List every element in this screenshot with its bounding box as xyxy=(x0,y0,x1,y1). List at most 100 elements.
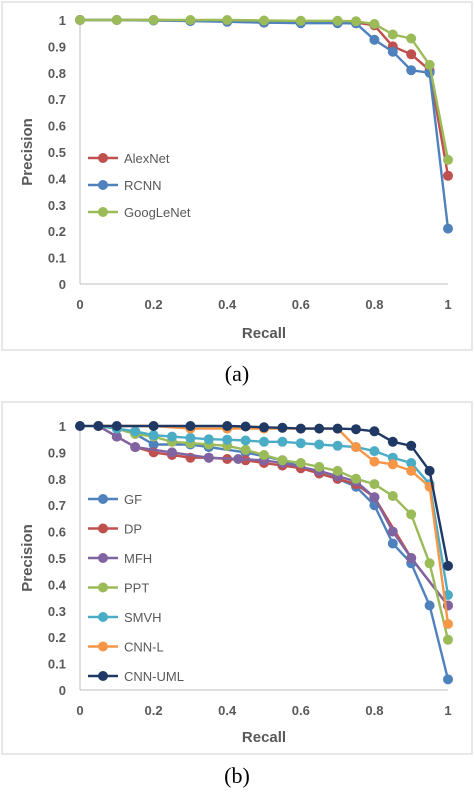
data-point-ppt xyxy=(443,634,453,645)
legend-swatch-marker xyxy=(98,671,108,681)
data-point-ppt xyxy=(406,509,417,520)
chart-b-x-axis-title: Recall xyxy=(242,729,286,746)
legend-label: PPT xyxy=(124,581,149,596)
chart-a-x-ticks: 0 0.2 0.4 0.6 0.8 1 xyxy=(76,297,451,312)
data-point-gf xyxy=(443,674,453,685)
caption-b: (b) xyxy=(224,763,250,788)
data-point-googlenet xyxy=(185,15,196,25)
chart-a-x-tick-label: 0.4 xyxy=(218,297,237,312)
data-point-googlenet xyxy=(332,15,343,26)
chart-a-y-tick-label: 0.4 xyxy=(48,171,67,186)
data-point-ppt xyxy=(424,558,435,569)
chart-b-y-tick-label: 0.5 xyxy=(48,551,66,566)
legend-item-alexnet: AlexNet xyxy=(88,151,170,166)
data-point-googlenet xyxy=(148,15,159,25)
legend-swatch-marker xyxy=(98,553,108,563)
legend-swatch-marker xyxy=(98,207,108,217)
data-point-mfh xyxy=(111,431,122,442)
chart-b-y-tick-label: 0.9 xyxy=(48,445,66,460)
chart-b-y-tick-label: 0.6 xyxy=(48,525,66,540)
chart-b-series xyxy=(75,421,453,685)
chart-a-y-axis-title: Precision xyxy=(19,118,36,186)
legend-swatch-marker xyxy=(98,180,108,190)
data-point-alexnet xyxy=(406,49,417,60)
data-point-rcnn xyxy=(369,34,380,45)
legend-swatch-marker xyxy=(98,582,108,593)
data-point-gf xyxy=(387,538,398,549)
data-point-cnn-l xyxy=(443,619,453,629)
chart-a-x-tick-label: 0.2 xyxy=(145,297,163,312)
data-point-alexnet xyxy=(443,170,453,181)
chart-b-y-tick-label: 0.1 xyxy=(48,657,66,672)
data-point-gf xyxy=(148,439,159,450)
data-point-smvh xyxy=(130,426,141,437)
data-point-ppt xyxy=(387,491,398,501)
data-point-cnn-uml xyxy=(351,424,361,435)
data-point-cnn-uml xyxy=(387,436,398,447)
data-point-cnn-uml xyxy=(332,423,343,434)
legend-label: RCNN xyxy=(124,178,162,193)
chart-b-x-tick-label: 0.2 xyxy=(145,703,163,718)
data-point-gf xyxy=(424,600,435,611)
data-point-cnn-uml xyxy=(222,421,233,431)
data-point-ppt xyxy=(240,444,251,455)
legend-item-ppt: PPT xyxy=(88,581,149,596)
chart-a-y-tick-label: 0.9 xyxy=(48,39,66,54)
data-point-ppt xyxy=(295,458,306,468)
chart-b-y-tick-label: 0.7 xyxy=(48,498,66,513)
chart-a-y-tick-label: 0.8 xyxy=(48,66,66,81)
data-point-mfh xyxy=(130,442,141,453)
legend-label: AlexNet xyxy=(124,151,170,166)
chart-a-y-tick-label: 0.7 xyxy=(48,92,66,107)
data-point-cnn-uml xyxy=(369,426,380,437)
chart-a-y-tick-label: 0.6 xyxy=(48,119,66,134)
data-point-cnn-uml xyxy=(185,421,196,431)
chart-b-x-tick-label: 0.6 xyxy=(292,703,310,718)
legend-item-cnn-uml: CNN-UML xyxy=(88,669,184,684)
data-point-mfh xyxy=(406,553,417,563)
chart-a-y-tick-label: 0.2 xyxy=(48,224,66,239)
legend-swatch-marker xyxy=(98,494,108,504)
data-point-mfh xyxy=(369,492,380,503)
data-point-ppt xyxy=(259,450,269,460)
chart-b-y-ticks: 0 0.1 0.2 0.3 0.4 0.5 0.6 0.7 0.8 0.9 1 xyxy=(48,419,67,698)
chart-a-y-tick-label: 0.5 xyxy=(48,145,66,160)
legend-label: SMVH xyxy=(124,610,162,625)
legend-item-rcnn: RCNN xyxy=(88,178,162,193)
data-point-smvh xyxy=(167,431,177,442)
data-point-googlenet xyxy=(222,15,233,25)
data-point-cnn-uml xyxy=(406,440,417,451)
chart-b-legend: GF DP MFH PPT SMVH CNN-L CNN-UML xyxy=(88,492,184,684)
legend-label: CNN-L xyxy=(124,640,164,655)
data-point-cnn-l xyxy=(406,465,417,476)
legend-swatch-marker xyxy=(98,641,108,652)
data-point-smvh xyxy=(332,440,343,451)
chart-b-x-tick-label: 1 xyxy=(444,703,451,718)
chart-a-frame xyxy=(1,1,473,351)
chart-b-y-tick-label: 1 xyxy=(59,419,66,434)
data-point-mfh xyxy=(203,452,214,463)
data-point-googlenet xyxy=(75,15,85,25)
data-point-ppt xyxy=(277,455,288,466)
chart-a-series xyxy=(75,15,453,234)
data-point-smvh xyxy=(314,439,325,450)
legend-label: GoogLeNet xyxy=(124,205,191,220)
data-point-googlenet xyxy=(369,19,380,29)
data-point-cnn-l xyxy=(387,459,398,470)
chart-a-x-tick-label: 0.6 xyxy=(292,297,310,312)
chart-b-y-tick-label: 0 xyxy=(59,683,66,698)
data-point-smvh xyxy=(259,436,269,447)
legend-item-dp: DP xyxy=(88,522,142,537)
data-point-smvh xyxy=(148,430,159,441)
legend-item-gf: GF xyxy=(88,492,142,507)
legend-item-smvh: SMVH xyxy=(88,610,162,625)
legend-label: MFH xyxy=(124,551,152,566)
data-point-cnn-uml xyxy=(295,423,306,434)
chart-b-y-tick-label: 0.2 xyxy=(48,630,66,645)
data-point-smvh xyxy=(277,436,288,447)
data-point-ppt xyxy=(314,461,325,472)
data-point-rcnn xyxy=(406,65,417,76)
data-point-smvh xyxy=(185,432,196,443)
chart-a-y-tick-label: 1 xyxy=(59,13,66,28)
data-point-googlenet xyxy=(259,15,269,26)
